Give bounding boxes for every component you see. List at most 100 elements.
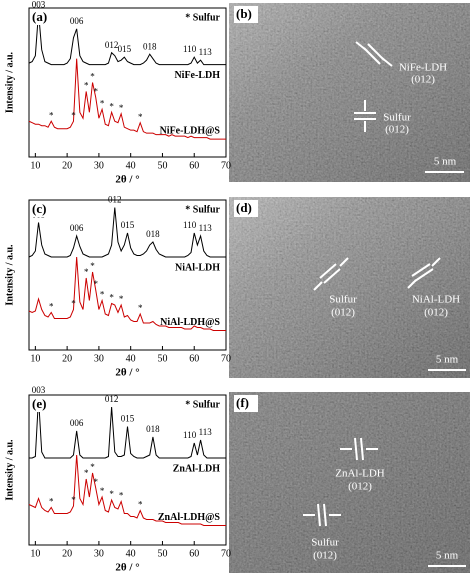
sulfur-marker: * <box>90 261 95 271</box>
series-label: NiAl-LDH@S <box>160 317 220 328</box>
series-label: NiAl-LDH <box>175 262 220 273</box>
peak-label: 003 <box>32 385 46 395</box>
x-tick-label: 60 <box>189 160 199 171</box>
series-line <box>28 58 226 140</box>
sulfur-marker: * <box>49 302 54 312</box>
peak-label: 006 <box>70 16 84 26</box>
panel-tag-bg <box>234 395 258 412</box>
series-line <box>29 397 226 459</box>
peak-label: 006 <box>70 418 84 428</box>
panel-tag: (f) <box>236 395 249 410</box>
peak-label: 015 <box>118 44 132 54</box>
x-tick-label: 50 <box>157 160 167 171</box>
legend-note: * Sulfur <box>185 399 220 410</box>
image-label: (012) <box>424 307 448 319</box>
peak-label: 006 <box>70 223 84 233</box>
image-label: Sulfur <box>329 294 357 306</box>
panel-tag-bg <box>30 9 54 25</box>
x-tick-label: 10 <box>30 160 40 171</box>
panel-tag: (b) <box>236 6 252 21</box>
series-label: NiFe-LDH <box>174 70 220 81</box>
image-texture <box>229 197 470 378</box>
sulfur-marker: * <box>71 299 76 309</box>
peak-label: 015 <box>121 220 135 230</box>
peak-label: 012 <box>105 40 119 50</box>
x-tick-label: 20 <box>62 353 72 364</box>
scale-bar-label: 5 nm <box>436 550 459 562</box>
x-axis-label: 2θ / ° <box>115 367 139 379</box>
sulfur-marker: * <box>109 293 114 303</box>
panel-tag: (d) <box>236 200 252 215</box>
image-label: Sulfur <box>311 537 339 549</box>
x-tick-label: 70 <box>221 353 231 364</box>
image-texture <box>229 392 470 573</box>
x-tick-label: 40 <box>126 160 136 171</box>
x-tick-label: 40 <box>126 353 136 364</box>
image-label: (012) <box>313 550 337 562</box>
image-label: (012) <box>348 481 372 493</box>
image-texture <box>229 3 470 182</box>
sulfur-marker: * <box>90 462 95 472</box>
peak-label: 110 <box>183 430 197 440</box>
image-label: ZnAl-LDH <box>335 468 385 480</box>
sulfur-marker: * <box>93 86 98 96</box>
scale-bar-label: 5 nm <box>434 156 457 168</box>
x-tick-label: 30 <box>94 160 104 171</box>
tem-image: (b) NiFe-LDH (012) Sulfur (012) 5 nm <box>229 3 470 182</box>
plot-frame <box>28 7 227 158</box>
peak-label: 113 <box>199 427 213 437</box>
panel-tag: (a) <box>32 9 47 24</box>
peak-label: 110 <box>183 44 197 54</box>
image-label: (012) <box>331 307 355 319</box>
series-label: ZnAl-LDH <box>173 463 220 474</box>
y-axis-label: Intensity / a.u. <box>4 51 15 113</box>
lattice-mark <box>303 437 378 527</box>
x-tick-label: 10 <box>30 548 40 559</box>
legend-note: * Sulfur <box>185 12 220 23</box>
sulfur-marker: * <box>49 497 54 507</box>
panel-tag: (e) <box>32 396 46 411</box>
sulfur-marker: * <box>84 267 89 277</box>
tem-image: (d) Sulfur (012) NiAl-LDH (012) 5 nm <box>229 197 470 378</box>
sulfur-marker: * <box>119 294 124 304</box>
sulfur-marker: * <box>119 103 124 113</box>
x-tick-label: 30 <box>94 353 104 364</box>
legend-note: * Sulfur <box>185 204 220 215</box>
sulfur-marker: * <box>49 110 54 120</box>
sulfur-marker: * <box>93 279 98 289</box>
image-label: (012) <box>411 74 435 86</box>
y-axis-label: Intensity / a.u. <box>4 439 15 501</box>
lattice-mark <box>354 41 393 132</box>
x-tick-label: 60 <box>189 548 199 559</box>
scale-bar-label: 5 nm <box>436 354 459 366</box>
plot-frame <box>28 394 227 546</box>
peak-label: 110 <box>183 220 197 230</box>
panel-tag-bg <box>30 201 54 217</box>
peak-label: 015 <box>121 414 135 424</box>
sulfur-marker: * <box>109 101 114 111</box>
peak-label: 012 <box>108 195 122 205</box>
sulfur-marker: * <box>100 486 105 496</box>
x-tick-label: 40 <box>126 548 136 559</box>
x-tick-label: 30 <box>94 548 104 559</box>
sulfur-marker: * <box>100 98 105 108</box>
x-tick-label: 50 <box>157 548 167 559</box>
image-label: (012) <box>385 124 409 136</box>
peak-label: 018 <box>146 424 160 434</box>
x-tick-label: 20 <box>62 548 72 559</box>
sulfur-marker: * <box>138 112 143 122</box>
series-label: ZnAl-LDH@S <box>158 512 221 523</box>
x-axis-label: 2θ / ° <box>115 174 139 186</box>
series-line <box>28 454 226 526</box>
y-axis-label: Intensity / a.u. <box>4 244 15 306</box>
x-tick-label: 20 <box>62 160 72 171</box>
x-tick-label: 10 <box>30 353 40 364</box>
plot-frame <box>28 199 227 351</box>
x-axis-label: 2θ / ° <box>115 562 139 574</box>
sulfur-marker: * <box>138 303 143 313</box>
series-line <box>28 256 226 331</box>
image-label: NiFe-LDH <box>399 62 447 74</box>
sulfur-marker: * <box>138 500 143 510</box>
panel-tag-bg <box>234 200 258 217</box>
